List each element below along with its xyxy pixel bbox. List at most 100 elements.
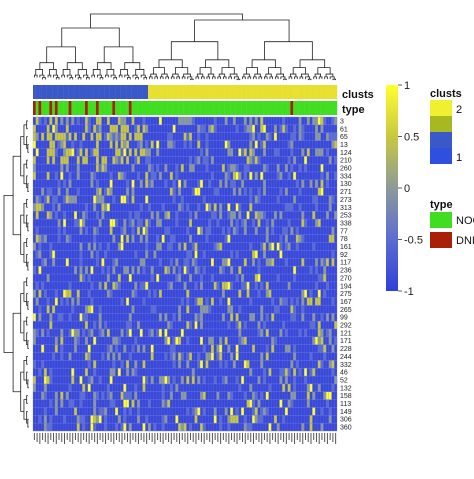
heatmap-cell: [63, 132, 67, 141]
clusts-cell: [68, 85, 72, 99]
heatmap-cell: [194, 211, 198, 220]
heatmap-cell: [128, 328, 132, 337]
heatmap-cell: [60, 313, 64, 322]
heatmap-cell: [79, 219, 83, 228]
clusts-cell: [271, 85, 275, 99]
heatmap-cell: [219, 242, 223, 251]
heatmap-cell: [320, 344, 324, 353]
heatmap-cell: [208, 124, 212, 133]
heatmap-cell: [312, 242, 316, 251]
type-cell: [167, 101, 171, 115]
heatmap-cell: [197, 132, 201, 141]
dendro-branch: [264, 41, 313, 60]
heatmap-cell: [98, 407, 102, 416]
heatmap-cell: [172, 140, 176, 149]
heatmap-cell: [128, 423, 132, 432]
dendro-branch: [265, 73, 272, 77]
heatmap-cell: [68, 289, 72, 298]
clusts-cell: [295, 85, 299, 99]
heatmap-cell: [38, 195, 42, 204]
heatmap-cell: [139, 203, 143, 212]
heatmap-cell: [120, 360, 124, 369]
heatmap-cell: [293, 195, 297, 204]
heatmap-cell: [117, 336, 121, 345]
heatmap-cell: [309, 297, 313, 306]
heatmap-cell: [87, 344, 91, 353]
heatmap-cell: [290, 313, 294, 322]
heatmap-cell: [93, 195, 97, 204]
heatmap-cell: [35, 211, 39, 220]
heatmap-cell: [202, 305, 206, 314]
heatmap-cell: [235, 352, 239, 361]
heatmap-cell: [150, 164, 154, 173]
heatmap-cell: [90, 328, 94, 337]
heatmap-cell: [219, 415, 223, 424]
heatmap-cell: [235, 171, 239, 180]
type-cell: [87, 101, 91, 115]
dendro-branch: [26, 175, 28, 189]
heatmap-cell: [49, 132, 53, 141]
heatmap-cell: [265, 328, 269, 337]
heatmap-cell: [235, 250, 239, 259]
heatmap-cell: [197, 297, 201, 306]
heatmap-cell: [328, 360, 332, 369]
heatmap-cell: [46, 132, 50, 141]
dendro-branch: [110, 74, 116, 78]
heatmap-cell: [260, 305, 264, 314]
heatmap-cell: [260, 407, 264, 416]
dendro-root: [90, 13, 243, 28]
heatmap-cell: [197, 156, 201, 165]
heatmap-cell: [87, 117, 91, 125]
heatmap-cell: [320, 423, 324, 432]
heatmap-cell: [205, 234, 209, 243]
heatmap-cell: [120, 242, 124, 251]
heatmap-cell: [68, 281, 72, 290]
heatmap-cell: [101, 258, 105, 267]
clusts-cell: [63, 85, 67, 99]
type-bar-label: type: [342, 104, 365, 116]
heatmap-cell: [224, 140, 228, 149]
heatmap-cell: [284, 344, 288, 353]
heatmap-cell: [304, 376, 308, 385]
heatmap-cell: [41, 281, 45, 290]
heatmap-cell: [137, 321, 140, 330]
heatmap-cell: [301, 219, 305, 228]
heatmap-cell: [254, 274, 258, 282]
clusts-cell: [33, 85, 36, 99]
type-cell: [68, 101, 72, 115]
heatmap-cell: [298, 187, 302, 196]
heatmap-cell: [120, 124, 124, 133]
dendro-branch: [27, 340, 29, 349]
heatmap-cell: [265, 258, 269, 267]
heatmap-cell: [128, 148, 132, 157]
heatmap-cell: [131, 117, 135, 125]
dendro-branch: [288, 76, 293, 80]
heatmap-cell: [320, 187, 324, 196]
clusts-cell: [52, 85, 56, 99]
heatmap-cell: [134, 391, 138, 400]
heatmap-cell: [109, 132, 113, 141]
heatmap-cell: [317, 321, 321, 330]
type-cell: [194, 101, 198, 115]
heatmap-cell: [79, 391, 83, 400]
heatmap-cell: [126, 391, 130, 400]
heatmap-cell: [145, 226, 149, 235]
heatmap-cell: [112, 195, 116, 204]
type-cell: [106, 101, 110, 115]
heatmap-cell: [169, 352, 173, 361]
heatmap-cell: [263, 407, 266, 416]
heatmap-cell: [178, 360, 182, 369]
type-cell: [306, 101, 310, 115]
heatmap-cell: [323, 344, 327, 353]
heatmap-cell: [164, 266, 168, 275]
heatmap-cell: [265, 313, 269, 322]
heatmap-cell: [123, 383, 127, 392]
heatmap-cell: [128, 211, 132, 220]
heatmap-cell: [85, 148, 88, 157]
heatmap-cell: [243, 124, 247, 133]
clusts-cell: [317, 85, 321, 99]
heatmap-cell: [87, 328, 91, 337]
heatmap-cell: [243, 219, 247, 228]
heatmap-cell: [90, 148, 94, 157]
heatmap-cell: [208, 179, 212, 188]
